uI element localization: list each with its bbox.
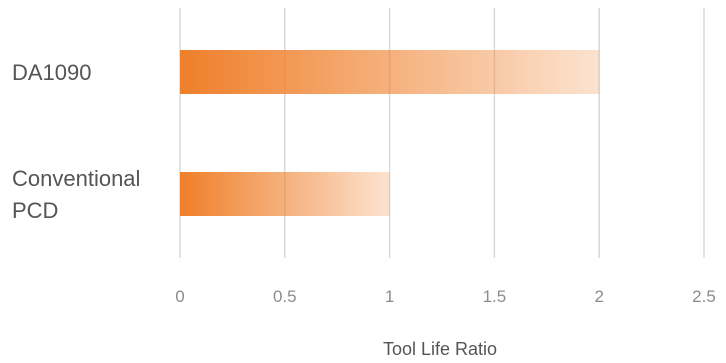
- x-tick-label: 2: [594, 287, 603, 306]
- x-axis-title: Tool Life Ratio: [383, 339, 497, 359]
- category-label: Conventional PCD: [12, 166, 140, 223]
- x-tick-label: 0: [175, 287, 184, 306]
- category-labels: DA1090 Conventional PCD: [12, 60, 140, 223]
- category-label: DA1090: [12, 60, 92, 85]
- x-tick-labels: 0 0.5 1 1.5 2 2.5: [175, 287, 716, 306]
- bar: [180, 172, 390, 216]
- x-tick-label: 1.5: [483, 287, 507, 306]
- x-tick-label: 2.5: [692, 287, 716, 306]
- bar: [180, 50, 600, 94]
- gridlines: [179, 8, 705, 258]
- x-tick-label: 0.5: [273, 287, 297, 306]
- x-tick-label: 1: [385, 287, 394, 306]
- bars: [180, 50, 600, 216]
